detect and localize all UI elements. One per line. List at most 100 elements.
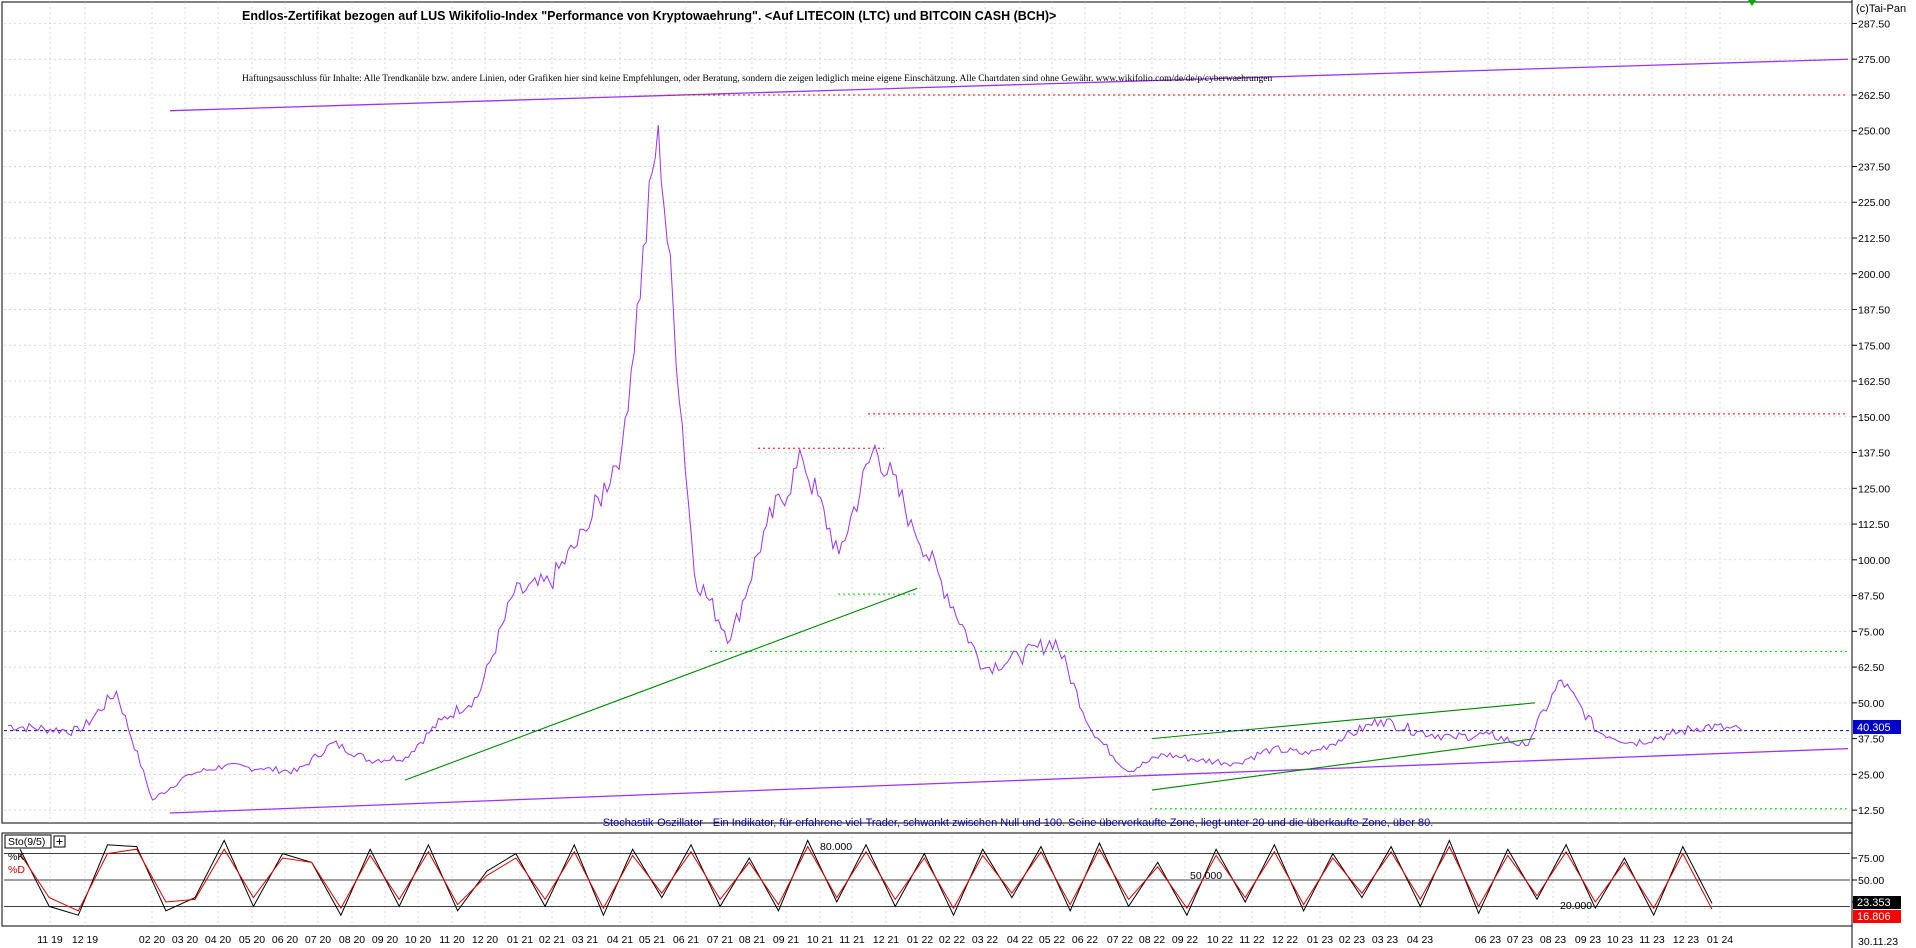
- level-20-label: 20.000: [1560, 900, 1592, 912]
- level-80-label: 80.000: [820, 841, 852, 853]
- x-tick-label: 08 20: [339, 934, 365, 946]
- x-tick-label: 05 21: [639, 934, 665, 946]
- k-value-text: 23.353: [1857, 897, 1891, 909]
- price-panel-frame: [1, 1, 1853, 824]
- x-tick-label: 09 20: [372, 934, 398, 946]
- price-tick-label: 150.00: [1858, 412, 1890, 424]
- x-tick-label: 08 22: [1139, 934, 1165, 946]
- x-axis: 11 19 12 19 02 20 03 20 04 20 05 20 06 20 07 20…: [37, 934, 1733, 946]
- d-legend-label: %D: [8, 864, 25, 876]
- price-y-axis: 287.50 275.00 262.50 250.00 237.50 225.00 212.…: [1852, 18, 1890, 817]
- current-value-badge: [1853, 720, 1901, 734]
- x-tick-label: 10 20: [405, 934, 431, 946]
- price-tick-label: 12.50: [1858, 805, 1884, 817]
- k-value-badge: [1853, 896, 1901, 909]
- x-tick-label: 11 19: [37, 934, 63, 946]
- x-tick-label: 10 22: [1207, 934, 1233, 946]
- x-tick-label: 03 22: [972, 934, 998, 946]
- osc-tick-label: 75.00: [1858, 853, 1884, 865]
- price-tick-label: 212.50: [1858, 233, 1890, 245]
- x-tick-label: 11 23: [1639, 934, 1665, 946]
- price-tick-label: 237.50: [1858, 161, 1890, 173]
- x-tick-label: 07 21: [707, 934, 733, 946]
- x-tick-label: 05 22: [1039, 934, 1065, 946]
- x-tick-label: 07 20: [305, 934, 331, 946]
- price-tick-label: 75.00: [1858, 626, 1884, 638]
- lower-trendline: [169, 747, 1849, 814]
- price-tick-label: 187.50: [1858, 305, 1890, 317]
- k-line: [19, 839, 1713, 917]
- x-tick-label: 02 23: [1339, 934, 1365, 946]
- price-tick-label: 50.00: [1858, 698, 1884, 710]
- oscillator-description: - Stochastik-Oszillator - Ein Indikator,…: [596, 817, 1433, 829]
- x-tick-label: 10 23: [1607, 934, 1633, 946]
- d-line: [19, 845, 1713, 912]
- price-tick-label: 175.00: [1858, 340, 1890, 352]
- price-tick-label: 250.00: [1858, 126, 1890, 138]
- x-tick-label: 11 22: [1239, 934, 1265, 946]
- price-tick-label: 137.50: [1858, 448, 1890, 460]
- x-tick-label: 04 21: [607, 934, 633, 946]
- x-tick-label: 04 23: [1407, 934, 1433, 946]
- oscillator-grid: [4, 836, 1850, 924]
- disclaimer-text: Haftungsausschluss für Inhalte: Alle Tre…: [242, 73, 1273, 84]
- x-tick-label: 12 20: [472, 934, 498, 946]
- price-tick-label: 162.50: [1858, 376, 1890, 388]
- x-tick-label: 02 20: [139, 934, 165, 946]
- x-tick-label: 06 21: [673, 934, 699, 946]
- price-tick-label: 100.00: [1858, 555, 1890, 567]
- x-tick-label: 01 24: [1707, 934, 1733, 946]
- price-tick-label: 225.00: [1858, 197, 1890, 209]
- green-channel-upper: [1151, 702, 1536, 740]
- x-tick-label: 12 22: [1272, 934, 1298, 946]
- x-tick-label: 06 20: [272, 934, 298, 946]
- d-value-text: 16.806: [1857, 911, 1891, 923]
- x-tick-label: 07 23: [1507, 934, 1533, 946]
- brand-label: (c)Tai-Pan: [1856, 3, 1906, 15]
- price-tick-label: 287.50: [1858, 18, 1890, 30]
- oscillator-series: [19, 839, 1713, 917]
- green-trendline: [404, 587, 918, 781]
- price-tick-label: 200.00: [1858, 269, 1890, 281]
- x-tick-label: 03 23: [1372, 934, 1398, 946]
- green-channel-lower: [1151, 738, 1536, 791]
- price-tick-label: 25.00: [1858, 769, 1884, 781]
- x-tick-label: 11 20: [439, 934, 465, 946]
- marker-triangle-icon: [1748, 0, 1756, 6]
- price-tick-label: 275.00: [1858, 54, 1890, 66]
- osc-tick-label: 50.00: [1858, 875, 1884, 887]
- x-tick-label: 01 22: [907, 934, 933, 946]
- oscillator-label-box[interactable]: [4, 834, 52, 849]
- x-tick-label: 04 20: [205, 934, 231, 946]
- x-tick-label: 11 21: [839, 934, 865, 946]
- price-tick-label: 262.50: [1858, 90, 1890, 102]
- x-tick-label: 04 22: [1007, 934, 1033, 946]
- price-line: [7, 124, 1743, 801]
- k-legend-label: %K: [8, 851, 24, 863]
- price-tick-label: 87.50: [1858, 591, 1884, 603]
- current-value-text: 40.305: [1857, 722, 1891, 734]
- x-tick-label: 06 23: [1475, 934, 1501, 946]
- x-tick-label: 12 21: [873, 934, 899, 946]
- trendlines: [4, 58, 1850, 814]
- x-tick-label: 01 21: [507, 934, 533, 946]
- x-tick-label: 02 21: [539, 934, 565, 946]
- oscillator-label: Sto(9/5): [8, 836, 45, 848]
- x-tick-label: 08 23: [1540, 934, 1566, 946]
- d-value-badge: [1853, 910, 1901, 923]
- x-tick-label: 07 22: [1107, 934, 1133, 946]
- x-tick-label: 01 23: [1307, 934, 1333, 946]
- plus-icon: [56, 838, 63, 845]
- x-tick-label: 05 20: [239, 934, 265, 946]
- chart-title: Endlos-Zertifikat bezogen auf LUS Wikifo…: [242, 9, 1056, 23]
- x-tick-label: 06 22: [1072, 934, 1098, 946]
- x-tick-label: 09 21: [773, 934, 799, 946]
- oscillator-panel-frame: [1, 832, 1853, 927]
- x-tick-label: 03 21: [572, 934, 598, 946]
- x-tick-label: 08 21: [739, 934, 765, 946]
- price-tick-label: 112.50: [1858, 519, 1889, 531]
- x-axis-right-label: 30.11.23: [1858, 936, 1898, 948]
- price-tick-label: 37.50: [1858, 734, 1884, 746]
- price-tick-label: 125.00: [1858, 483, 1890, 495]
